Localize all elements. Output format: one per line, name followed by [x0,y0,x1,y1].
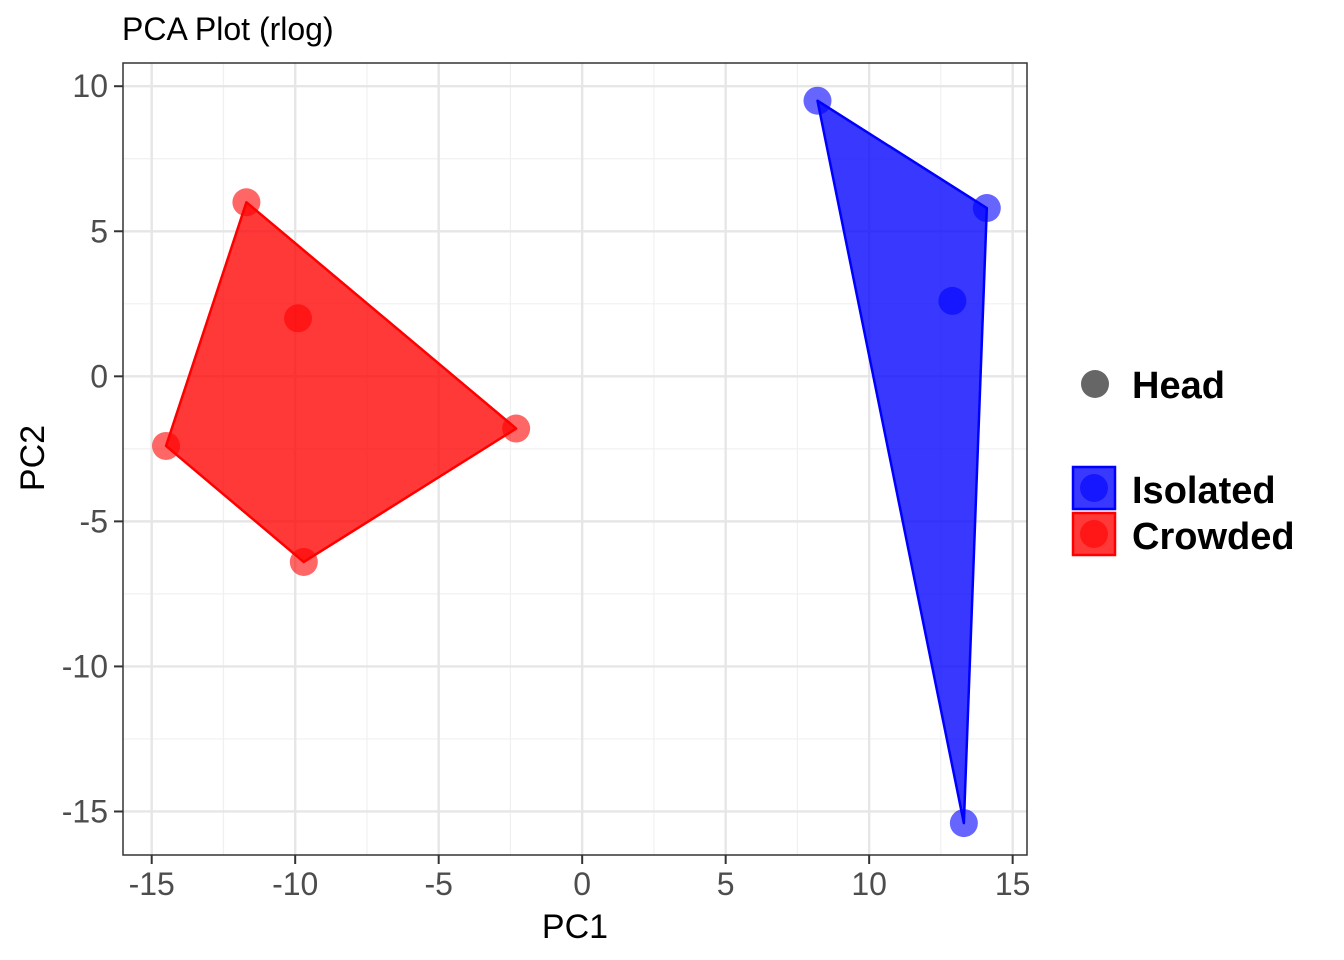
y-tick-label: -10 [62,648,108,684]
y-axis-title: PC2 [14,425,52,491]
x-tick-label: 15 [995,866,1031,902]
point-crowded [289,547,318,576]
y-axis-ticks: -15 -10 -5 0 5 10 [62,68,123,829]
point-crowded [502,414,531,443]
y-tick-label: 0 [90,358,108,394]
x-tick-label: -5 [424,866,452,902]
x-tick-label: -10 [272,866,318,902]
hull-isolated [816,99,989,825]
x-tick-label: 10 [851,866,887,902]
x-axis-ticks: -15 -10 -5 0 5 10 15 [129,855,1031,902]
point-isolated [972,194,1001,223]
legend-label-head: Head [1132,365,1225,407]
data-points [152,86,1001,838]
x-axis-title: PC1 [542,908,608,946]
legend-label-crowded: Crowded [1132,516,1295,558]
y-tick-label: 5 [90,213,108,249]
group-hulls [164,99,989,825]
legend-label-isolated: Isolated [1132,470,1276,512]
legend-key-point-crowded [1080,520,1108,548]
x-tick-label: 0 [573,866,591,902]
y-tick-label: 10 [72,68,108,104]
point-isolated [803,86,832,115]
point-isolated [949,809,978,838]
chart-title: PCA Plot (rlog) [122,11,334,47]
point-crowded [152,431,181,460]
legend-key-point-isolated [1080,474,1108,502]
y-tick-label: -15 [62,793,108,829]
hull-crowded [164,201,518,564]
point-isolated [938,286,967,315]
legend-key-head [1081,370,1109,398]
y-tick-label: -5 [80,503,108,539]
point-crowded [284,304,313,333]
plot-panel-border [122,62,1028,856]
x-tick-label: -15 [129,866,175,902]
point-crowded [232,188,261,217]
x-tick-label: 5 [717,866,735,902]
